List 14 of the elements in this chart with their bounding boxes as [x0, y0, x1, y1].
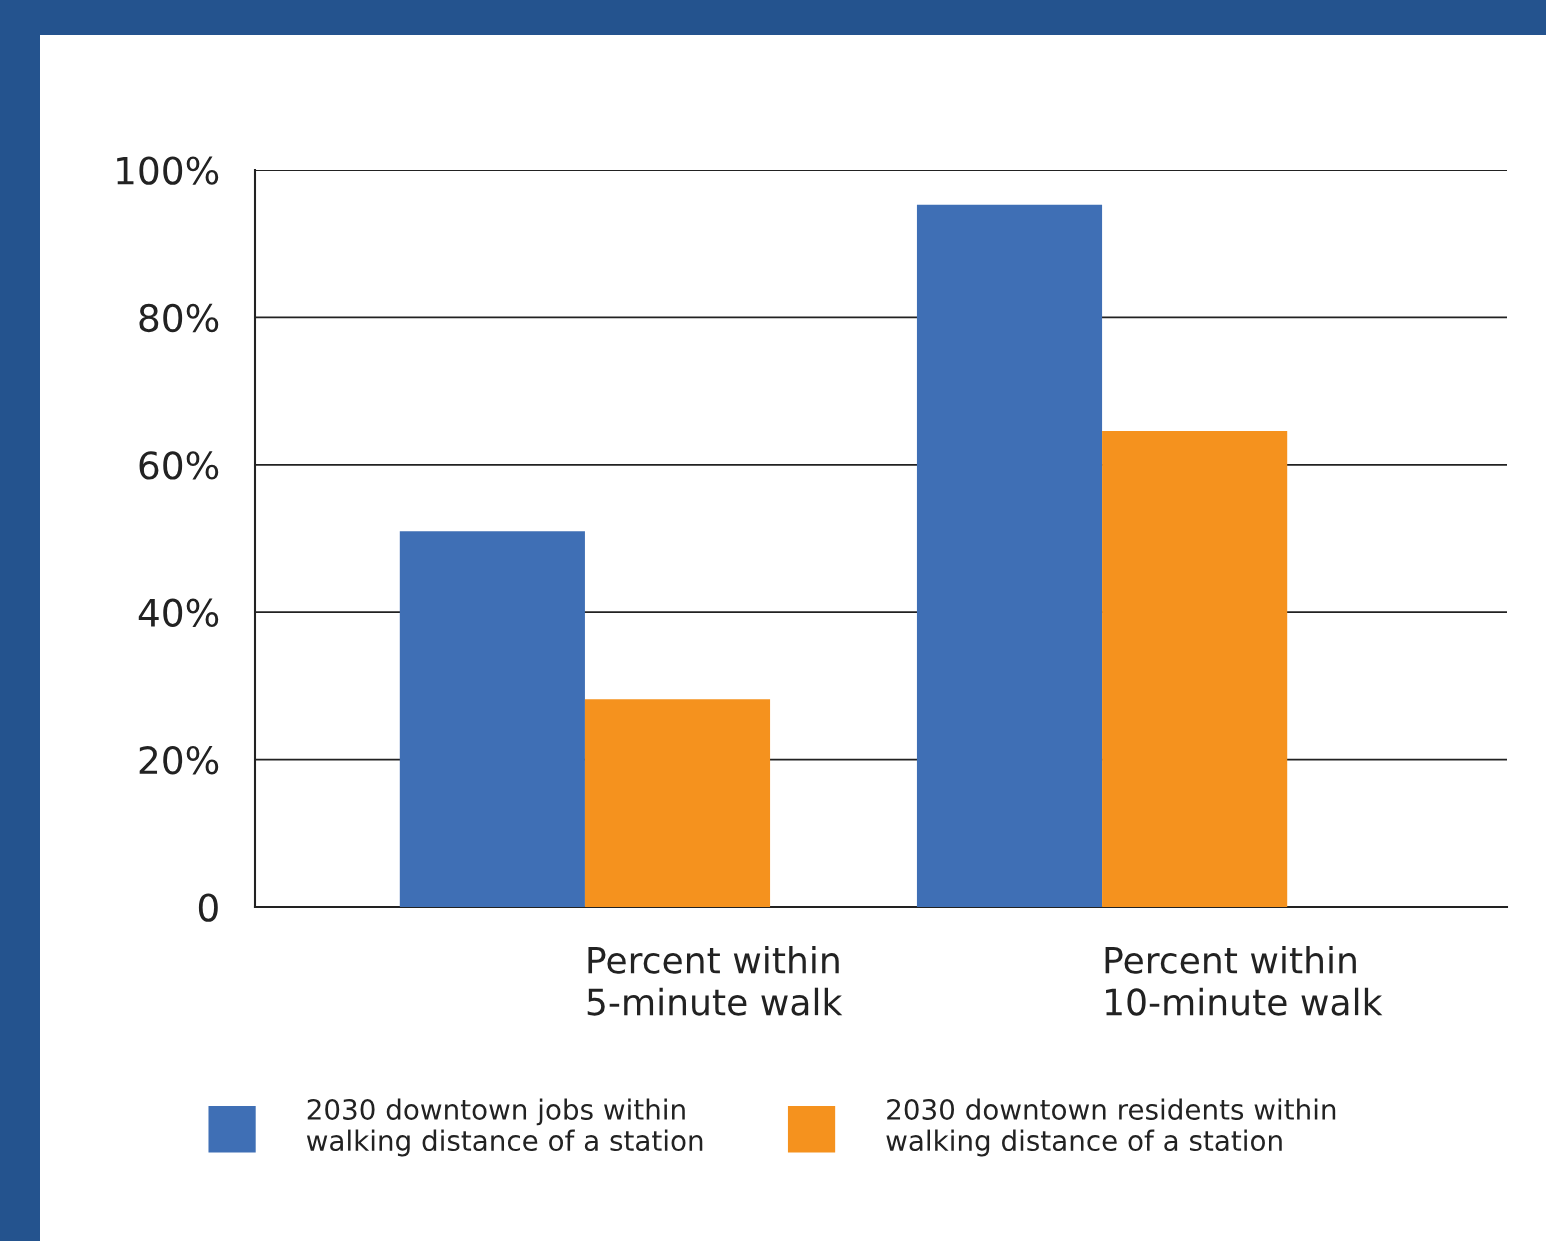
legend-label: 2030 downtown residents within walking distance of a station	[886, 1098, 1336, 1157]
bar	[584, 699, 771, 907]
y-tick-label: 40%	[138, 598, 219, 627]
y-tick-label: 20%	[139, 746, 219, 775]
legend-label: 2030 downtown jobs within walking distance of a station	[306, 1098, 703, 1157]
bar	[916, 204, 1103, 907]
y-tick-label: 100%	[117, 156, 219, 185]
bar	[399, 531, 585, 907]
bar	[1102, 430, 1288, 907]
x-tick-label: Percent within 5-minute walk	[587, 945, 843, 1016]
y-tick-label: 80%	[139, 303, 219, 333]
x-tick-label: Percent within 10-minute walk	[1105, 945, 1383, 1016]
y-tick-label: 0	[198, 893, 218, 922]
y-tick-label: 60%	[139, 451, 219, 480]
